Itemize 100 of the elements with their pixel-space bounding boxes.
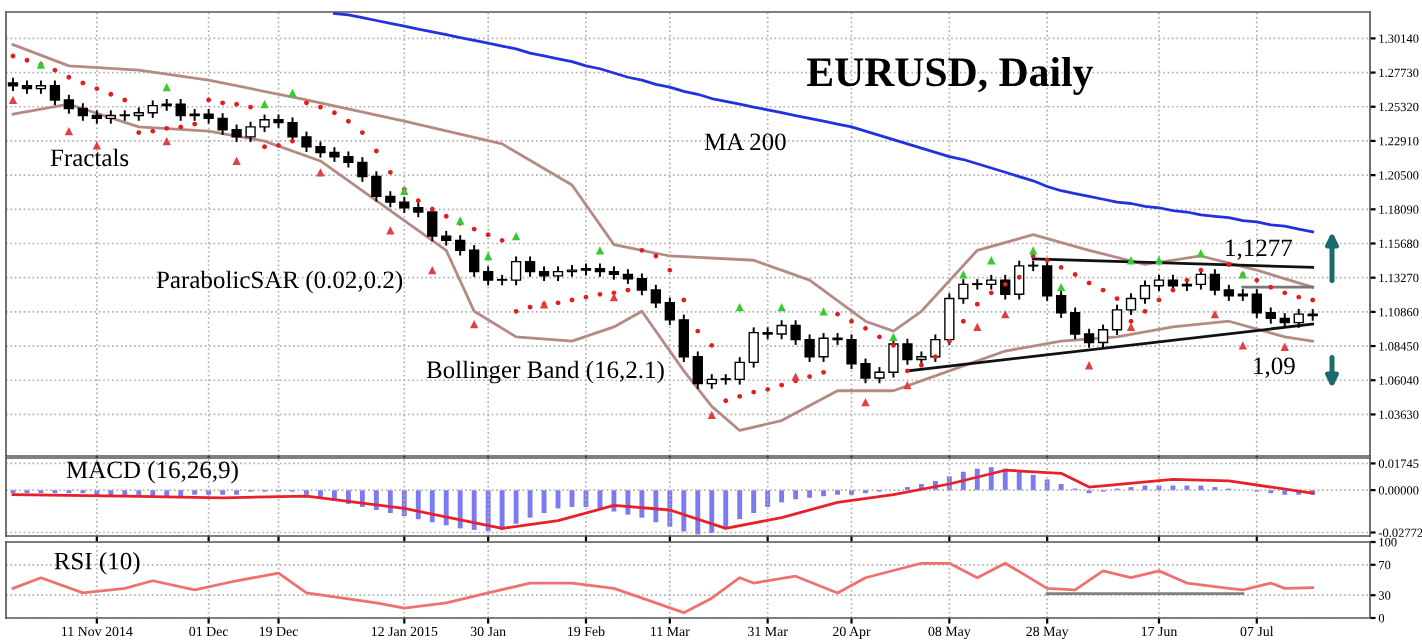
candlestick xyxy=(175,98,186,121)
bar xyxy=(429,490,435,523)
text: EURUSD, Daily xyxy=(807,56,1094,95)
candlestick xyxy=(972,279,983,290)
point xyxy=(707,410,716,420)
point xyxy=(316,168,325,177)
point xyxy=(1084,361,1094,370)
candlestick xyxy=(608,266,620,280)
candlestick xyxy=(650,284,662,309)
point xyxy=(1238,341,1247,350)
bar xyxy=(723,490,729,527)
candlestick xyxy=(1251,289,1262,318)
bar xyxy=(779,490,785,503)
line-series xyxy=(11,102,1315,432)
candlestick xyxy=(664,297,675,326)
candlestick xyxy=(91,110,103,124)
point xyxy=(1001,309,1010,319)
candlestick xyxy=(566,264,578,277)
point xyxy=(1029,246,1038,255)
point xyxy=(470,319,479,329)
candlestick xyxy=(524,256,536,277)
point xyxy=(903,380,912,390)
chart-title: RSI (10) xyxy=(54,551,140,575)
candlestick xyxy=(1028,260,1039,272)
point xyxy=(595,246,605,255)
candlestick xyxy=(1069,307,1081,340)
bar xyxy=(737,490,743,520)
bar xyxy=(709,490,715,533)
point xyxy=(1056,283,1066,292)
point xyxy=(483,251,493,261)
chart-title: MACD (16,26,9) xyxy=(66,460,238,484)
candlestick xyxy=(49,80,61,106)
annotation: ParabolicSAR (0.02,0.2) xyxy=(156,270,403,294)
point xyxy=(1210,309,1220,319)
bar xyxy=(527,490,533,518)
point xyxy=(1154,256,1164,265)
point xyxy=(1126,256,1136,265)
annotation: Bollinger Band (16,2.1) xyxy=(426,360,664,384)
bar xyxy=(653,490,659,523)
candlestick xyxy=(105,110,116,124)
point xyxy=(288,88,297,98)
candlestick xyxy=(510,256,522,286)
point xyxy=(162,83,171,92)
point xyxy=(386,226,395,235)
bar xyxy=(751,490,757,514)
point xyxy=(232,156,241,166)
candlestick xyxy=(119,110,130,121)
point xyxy=(1126,322,1136,332)
bar xyxy=(513,490,519,524)
point xyxy=(861,397,870,407)
candlestick xyxy=(1139,280,1151,304)
point xyxy=(609,292,619,302)
candlestick xyxy=(455,235,466,256)
candlestick xyxy=(1014,260,1025,300)
point xyxy=(819,307,828,316)
candlestick xyxy=(469,245,480,277)
bar xyxy=(793,490,799,500)
point xyxy=(511,231,521,241)
annotation: 1,09 xyxy=(1254,357,1295,378)
point xyxy=(162,136,171,146)
bar xyxy=(1016,471,1022,491)
bar xyxy=(415,490,421,520)
candlestick xyxy=(720,374,731,385)
bar xyxy=(807,490,813,498)
candlestick xyxy=(1042,260,1053,301)
candlestick xyxy=(427,206,438,242)
point xyxy=(735,302,744,312)
point xyxy=(8,95,18,105)
candlestick xyxy=(496,274,508,286)
candlestick xyxy=(1000,274,1011,300)
point xyxy=(64,126,74,136)
point xyxy=(791,372,800,381)
point xyxy=(973,322,982,332)
candlestick xyxy=(1097,324,1109,348)
point xyxy=(1280,342,1289,351)
point xyxy=(959,270,968,279)
candlestick xyxy=(1111,304,1123,335)
bar xyxy=(499,490,505,530)
point xyxy=(260,100,269,109)
candlestick xyxy=(1125,293,1137,316)
bar xyxy=(765,490,771,507)
point xyxy=(428,266,437,275)
candlestick xyxy=(692,351,703,389)
bar xyxy=(821,490,827,497)
candlestick xyxy=(1307,308,1318,321)
annotation: 1,1277 xyxy=(1226,239,1293,260)
candlestick xyxy=(734,357,745,385)
bar xyxy=(1030,474,1036,491)
bar xyxy=(695,490,701,535)
bar xyxy=(681,490,687,532)
point xyxy=(777,302,786,312)
bar xyxy=(1058,484,1064,491)
point xyxy=(889,332,898,342)
point xyxy=(1196,248,1206,258)
candlestick xyxy=(678,314,689,362)
candlestick xyxy=(1209,269,1221,296)
candlestick xyxy=(133,107,144,121)
annotation: MA 200 xyxy=(704,133,786,151)
line-series xyxy=(333,12,1315,234)
bar xyxy=(178,490,184,497)
